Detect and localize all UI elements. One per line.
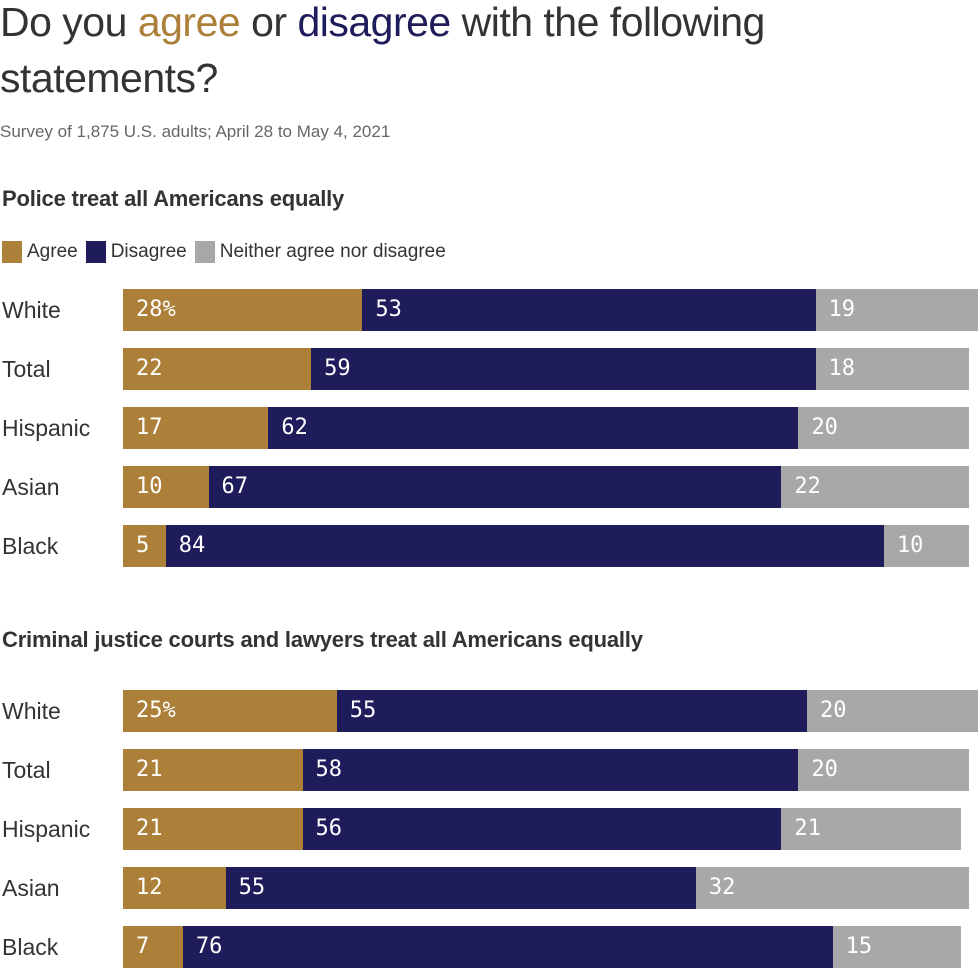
data-label-disagree-total: 59	[324, 356, 351, 381]
bar-neither-total	[815, 348, 970, 390]
row-label-total: Total	[2, 356, 51, 382]
bar-agree-asian	[123, 867, 226, 909]
data-label-neither-black: 15	[845, 934, 873, 959]
row-label-asian: Asian	[2, 474, 60, 500]
row-label-white: White	[2, 698, 61, 724]
bar-disagree-total	[311, 348, 816, 390]
data-label-disagree-black: 84	[178, 533, 206, 558]
legend: Agree Disagree Neither agree nor disagre…	[2, 241, 454, 263]
data-label-agree-black: 5	[136, 533, 150, 558]
title-agree-word: agree	[137, 0, 241, 45]
data-label-agree-black: 7	[136, 934, 150, 959]
bar-disagree-hispanic	[268, 407, 799, 449]
row-label-total: Total	[2, 757, 51, 783]
legend-item-neither: Neither agree nor disagree	[194, 241, 446, 263]
bar-agree-white	[123, 289, 363, 331]
bar-disagree-white	[362, 289, 816, 331]
data-label-neither-asian: 32	[708, 875, 736, 900]
bar-agree-black	[123, 926, 183, 968]
data-label-neither-white: 20	[820, 698, 847, 723]
data-label-disagree-total: 58	[315, 757, 343, 782]
section-title-courts: Criminal justice courts and lawyers trea…	[2, 627, 643, 652]
legend-item-disagree: Disagree	[85, 241, 187, 263]
legend-label-agree: Agree	[27, 241, 78, 262]
legend-swatch-agree	[2, 241, 22, 263]
bar-agree-white	[123, 690, 337, 732]
title-disagree-word: disagree	[297, 0, 451, 45]
bar-neither-hispanic	[781, 808, 961, 850]
title-part2: or	[240, 0, 298, 45]
legend-item-agree: Agree	[2, 241, 78, 263]
data-label-neither-black: 10	[896, 533, 924, 558]
bar-neither-black	[883, 525, 970, 567]
data-label-disagree-hispanic: 56	[315, 816, 343, 841]
bar-neither-black	[832, 926, 961, 968]
section-title-police: Police treat all Americans equally	[2, 186, 345, 211]
legend-label-disagree: Disagree	[110, 241, 187, 262]
bar-agree-hispanic	[123, 407, 269, 449]
data-label-agree-asian: 10	[136, 474, 163, 499]
data-label-neither-total: 20	[811, 757, 838, 782]
bar-disagree-black	[165, 525, 884, 567]
chart-subtitle: Survey of 1,875 U.S. adults; April 28 to…	[0, 122, 391, 141]
bar-neither-asian	[695, 867, 970, 909]
data-label-neither-white: 19	[828, 297, 856, 322]
bar-neither-asian	[781, 466, 970, 508]
data-label-neither-hispanic: 21	[794, 816, 821, 841]
bar-disagree-black	[182, 926, 833, 968]
data-label-agree-hispanic: 17	[136, 415, 163, 440]
row-label-asian: Asian	[2, 875, 60, 901]
data-label-disagree-asian: 67	[221, 474, 249, 499]
bar-agree-hispanic	[123, 808, 303, 850]
legend-label-neither: Neither agree nor disagree	[219, 241, 446, 262]
bar-disagree-white	[336, 690, 807, 732]
legend-swatch-disagree	[85, 241, 106, 263]
bar-disagree-asian	[208, 466, 782, 508]
data-label-neither-asian: 22	[794, 474, 821, 499]
bar-disagree-hispanic	[302, 808, 782, 850]
row-label-black: Black	[2, 934, 59, 960]
data-label-agree-hispanic: 21	[136, 816, 163, 841]
bar-neither-white	[807, 690, 978, 732]
data-label-disagree-black: 76	[195, 934, 223, 959]
data-label-agree-white: 28%	[136, 297, 176, 322]
bar-neither-total	[798, 749, 970, 791]
bar-disagree-asian	[225, 867, 696, 909]
chart-title: Do you agree or disagree with the follow…	[0, 0, 960, 106]
data-label-disagree-white: 53	[375, 297, 402, 322]
row-label-white: White	[2, 297, 61, 323]
data-label-agree-total: 22	[136, 356, 163, 381]
bar-agree-total	[123, 749, 303, 791]
bar-agree-asian	[123, 466, 209, 508]
legend-swatch-neither	[194, 241, 215, 263]
data-label-disagree-asian: 55	[238, 875, 266, 900]
data-label-agree-white: 25%	[136, 698, 176, 723]
bar-agree-total	[123, 348, 312, 390]
bar-disagree-total	[302, 749, 799, 791]
bar-agree-black	[123, 525, 166, 567]
data-label-disagree-hispanic: 62	[281, 415, 308, 440]
bar-neither-hispanic	[798, 407, 970, 449]
bar-neither-white	[815, 289, 978, 331]
title-part3: with the following statements?	[0, 0, 765, 101]
data-label-neither-hispanic: 20	[811, 415, 838, 440]
title-part1: Do you	[0, 0, 138, 45]
data-label-agree-asian: 12	[136, 875, 163, 900]
data-label-agree-total: 21	[136, 757, 163, 782]
data-label-disagree-white: 55	[349, 698, 377, 723]
data-label-neither-total: 18	[828, 356, 856, 381]
row-label-hispanic: Hispanic	[2, 816, 91, 842]
row-label-black: Black	[2, 533, 59, 559]
row-label-hispanic: Hispanic	[2, 415, 91, 441]
